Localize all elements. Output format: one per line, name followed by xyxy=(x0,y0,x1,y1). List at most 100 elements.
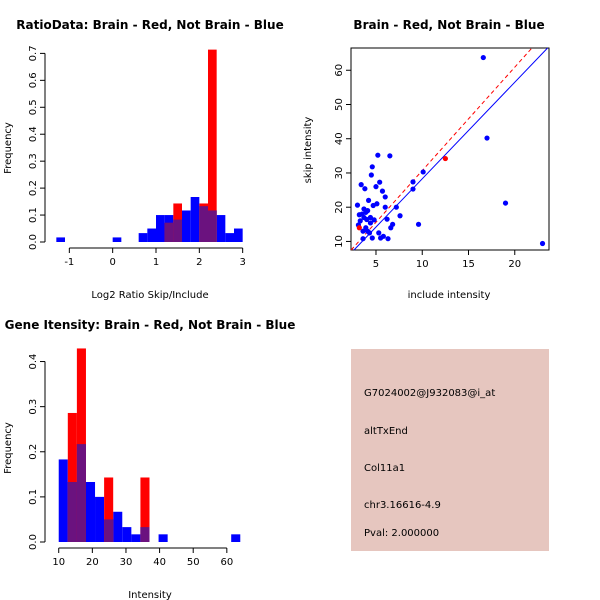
ratio-x-tick-label-3: 2 xyxy=(196,257,202,268)
ratio-bar-brain-3 xyxy=(208,49,217,242)
ratio-y-tick-label-0: 0.0 xyxy=(28,234,39,250)
intensity-bar-not-brain-3 xyxy=(85,481,96,542)
scatter-plot-box xyxy=(350,47,550,251)
scatter-xlabel: include intensity xyxy=(408,290,491,301)
scatter-y-tick-label-0: 10 xyxy=(334,235,345,248)
scatter-point-not-brain-20 xyxy=(368,172,374,178)
ratio-histogram-bars xyxy=(56,49,243,242)
info-location: chr3.16616-4.9 xyxy=(364,500,441,511)
info-pval: Pval: 2.000000 xyxy=(364,528,439,539)
ratio-bar-not-brain-3 xyxy=(147,228,156,242)
info-panel: G7024002@J932083@i_at altTxEnd Col11a1 c… xyxy=(351,349,549,551)
intensity-x-tick-label-4: 50 xyxy=(187,557,200,568)
info-probe-id: G7024002@J932083@i_at xyxy=(364,388,495,399)
ratio-bar-overlap-3 xyxy=(208,210,217,242)
intensity-bar-not-brain-7 xyxy=(122,527,132,542)
scatter-point-not-brain-36 xyxy=(385,236,391,242)
ratio-bar-not-brain-11 xyxy=(216,215,226,242)
ratio-bar-not-brain-7 xyxy=(182,210,191,242)
intensity-x-tick-label-1: 20 xyxy=(86,557,99,568)
scatter-point-not-brain-33 xyxy=(382,194,388,200)
scatter-fit-line-red xyxy=(350,47,533,251)
scatter-point-brain-0 xyxy=(356,225,362,231)
scatter-panel: Brain - Red, Not Brain - Blue include in… xyxy=(303,18,550,301)
scatter-point-brain-1 xyxy=(442,155,448,162)
scatter-fit-lines xyxy=(350,47,548,251)
intensity-bar-not-brain-0 xyxy=(58,459,68,542)
intensity-bar-not-brain-10 xyxy=(158,534,168,542)
scatter-point-not-brain-17 xyxy=(366,230,373,236)
intensity-y-tick-label-0: 0.0 xyxy=(28,534,39,550)
ratio-y-tick-label-4: 0.4 xyxy=(28,126,39,142)
ratio-y-tick-label-3: 0.3 xyxy=(28,153,39,169)
scatter-point-not-brain-22 xyxy=(369,235,375,241)
intensity-bar-overlap-3 xyxy=(140,527,150,542)
scatter-point-not-brain-0 xyxy=(354,202,361,208)
scatter-point-not-brain-4 xyxy=(358,182,364,188)
ratio-bar-not-brain-13 xyxy=(234,228,243,242)
ratio-x-tick-label-4: 3 xyxy=(239,257,245,268)
scatter-point-not-brain-35 xyxy=(384,216,390,222)
ratio-histogram-title: RatioData: Brain - Red, Not Brain - Blue xyxy=(16,18,283,32)
intensity-bar-not-brain-8 xyxy=(131,534,141,542)
ratio-bar-not-brain-12 xyxy=(225,233,234,242)
ratio-y-tick-label-5: 0.5 xyxy=(28,99,39,115)
scatter-point-not-brain-47 xyxy=(484,135,490,141)
intensity-x-tick-label-2: 30 xyxy=(120,557,133,568)
scatter-point-not-brain-43 xyxy=(410,179,416,185)
scatter-point-not-brain-26 xyxy=(374,201,380,207)
scatter-point-not-brain-34 xyxy=(382,204,388,210)
scatter-point-not-brain-19 xyxy=(367,214,374,221)
ratio-histogram-ylabel: Frequency xyxy=(3,122,14,174)
ratio-bar-overlap-0 xyxy=(164,222,174,242)
scatter-y-tick-label-2: 30 xyxy=(334,167,345,180)
intensity-bar-overlap-1 xyxy=(76,444,86,542)
scatter-y-tick-label-1: 20 xyxy=(334,201,345,214)
ratio-bar-not-brain-4 xyxy=(156,215,165,242)
scatter-point-not-brain-44 xyxy=(415,221,422,227)
info-panel-background xyxy=(351,349,549,551)
scatter-point-not-brain-16 xyxy=(365,197,372,203)
ratio-bar-overlap-1 xyxy=(173,219,182,242)
scatter-point-not-brain-45 xyxy=(420,169,426,175)
intensity-histogram-bars xyxy=(58,348,241,542)
scatter-point-not-brain-31 xyxy=(379,188,386,194)
ratio-y-tick-label-1: 0.1 xyxy=(28,207,39,223)
ratio-y-tick-label-7: 0.7 xyxy=(28,45,39,61)
scatter-point-not-brain-46 xyxy=(480,54,486,61)
scatter-point-not-brain-37 xyxy=(387,153,393,159)
scatter-point-not-brain-3 xyxy=(357,218,363,224)
intensity-y-tick-label-2: 0.2 xyxy=(28,444,39,460)
intensity-y-tick-label-3: 0.3 xyxy=(28,399,39,415)
scatter-points xyxy=(354,54,546,247)
scatter-x-tick-label-0: 5 xyxy=(373,259,379,270)
intensity-bar-not-brain-6 xyxy=(113,511,123,542)
scatter-point-not-brain-48 xyxy=(502,200,509,206)
intensity-bar-overlap-0 xyxy=(67,481,77,542)
intensity-y-tick-label-4: 0.4 xyxy=(28,354,39,370)
scatter-point-not-brain-15 xyxy=(365,208,371,214)
scatter-y-tick-label-3: 40 xyxy=(334,132,345,145)
scatter-point-not-brain-18 xyxy=(367,220,374,226)
scatter-point-not-brain-49 xyxy=(539,240,546,247)
scatter-point-not-brain-10 xyxy=(362,186,368,192)
ratio-x-tick-label-0: -1 xyxy=(64,257,74,268)
scatter-point-not-brain-27 xyxy=(375,152,381,158)
scatter-point-not-brain-7 xyxy=(360,236,366,242)
intensity-x-tick-label-5: 60 xyxy=(220,557,233,568)
intensity-histogram-xlabel: Intensity xyxy=(128,590,172,600)
ratio-x-tick-label-2: 1 xyxy=(153,257,159,268)
intensity-x-tick-label-3: 40 xyxy=(153,557,166,568)
scatter-x-tick-label-2: 15 xyxy=(462,259,475,270)
intensity-histogram-ylabel: Frequency xyxy=(3,422,14,474)
scatter-title: Brain - Red, Not Brain - Blue xyxy=(353,18,544,32)
scatter-x-tick-label-1: 10 xyxy=(416,259,429,270)
scatter-y-tick-label-4: 50 xyxy=(334,98,345,111)
scatter-x-tick-label-3: 20 xyxy=(508,259,521,270)
ratio-y-tick-label-6: 0.6 xyxy=(28,72,39,88)
scatter-axes: 5 10 15 20 10 20 30 40 50 60 xyxy=(334,64,521,270)
scatter-point-not-brain-28 xyxy=(376,230,382,236)
scatter-point-not-brain-32 xyxy=(380,233,386,239)
intensity-y-tick-label-1: 0.1 xyxy=(28,489,39,505)
